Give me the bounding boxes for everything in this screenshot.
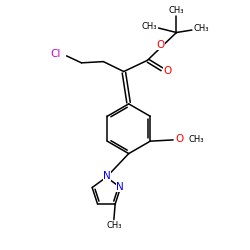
Text: CH₃: CH₃ <box>188 135 204 144</box>
Text: CH₃: CH₃ <box>194 24 209 33</box>
Text: CH₃: CH₃ <box>106 220 122 230</box>
Text: N: N <box>103 171 111 181</box>
Text: N: N <box>116 182 124 192</box>
Text: O: O <box>156 40 165 50</box>
Text: O: O <box>176 134 184 144</box>
Text: O: O <box>163 66 171 76</box>
Text: CH₃: CH₃ <box>169 6 184 16</box>
Text: Cl: Cl <box>51 49 61 59</box>
Text: CH₃: CH₃ <box>141 22 157 31</box>
